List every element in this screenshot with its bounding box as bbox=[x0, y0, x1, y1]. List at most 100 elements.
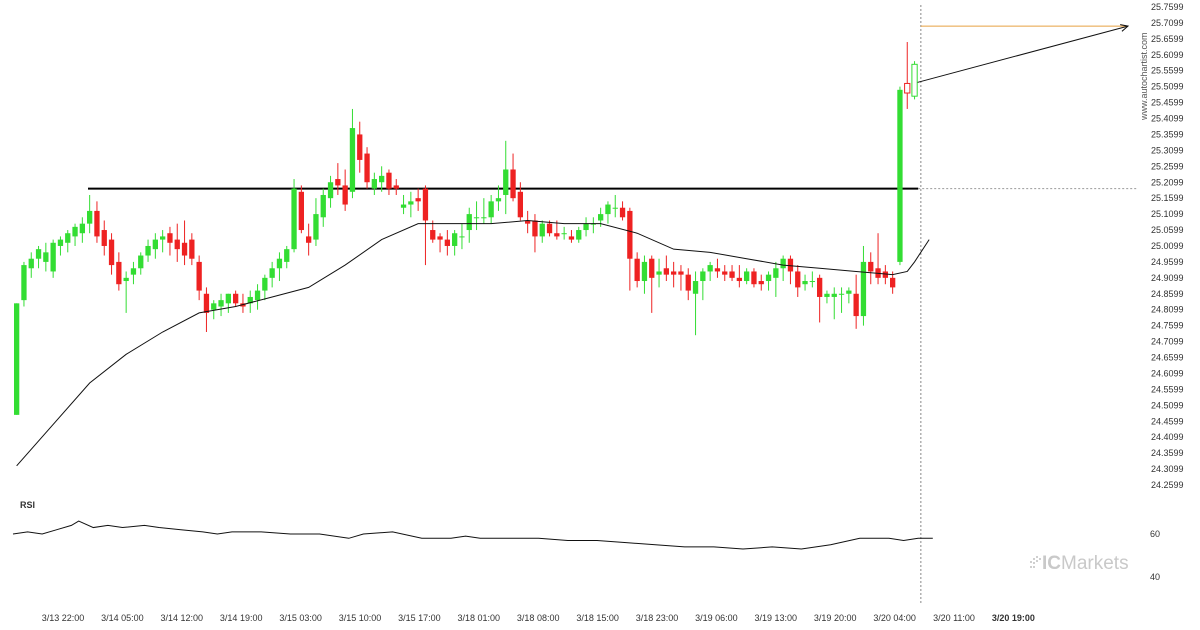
candle-body-down bbox=[386, 172, 392, 189]
price-tick-label: 24.6599 bbox=[1151, 353, 1184, 363]
time-tick-label: 3/14 12:00 bbox=[161, 613, 204, 623]
price-tick-label: 25.3599 bbox=[1151, 129, 1184, 139]
candle-body-up bbox=[700, 271, 706, 282]
candle-body-down bbox=[233, 293, 239, 304]
candle-body-down bbox=[868, 261, 874, 272]
candle-body-up bbox=[605, 204, 611, 215]
candle-body-up bbox=[35, 249, 42, 259]
candle-body-up bbox=[897, 89, 903, 262]
candle-body-down bbox=[546, 223, 553, 234]
candle-body-up bbox=[320, 194, 326, 218]
candle-body-up bbox=[379, 175, 385, 183]
candle-body-down bbox=[532, 220, 538, 237]
candle-body-up bbox=[539, 223, 545, 237]
candle-body-up bbox=[838, 293, 845, 295]
candle-body-down bbox=[415, 198, 421, 202]
candle-body-up bbox=[291, 188, 297, 250]
candle-body-up bbox=[488, 201, 494, 218]
time-tick-label: 3/20 11:00 bbox=[933, 613, 975, 623]
brand-name: ICMarkets bbox=[1042, 553, 1129, 574]
time-tick-label: 3/20 19:00 bbox=[992, 613, 1035, 623]
moving-average-series bbox=[16, 219, 930, 467]
candle-body-up bbox=[284, 249, 290, 262]
candle-body-up bbox=[561, 233, 567, 235]
candle-body-down bbox=[393, 185, 399, 189]
candle-body-down bbox=[203, 293, 210, 313]
price-tick-label: 25.5599 bbox=[1151, 66, 1184, 76]
candle-body-up bbox=[707, 265, 713, 272]
time-tick-label: 3/19 20:00 bbox=[814, 613, 857, 623]
candle-body-down bbox=[116, 261, 122, 285]
candle-body-down bbox=[364, 153, 370, 183]
price-tick-label: 25.5099 bbox=[1151, 82, 1184, 92]
brand-dots-icon bbox=[1030, 556, 1041, 568]
candle-body-up bbox=[576, 230, 582, 240]
rsi-tick-40: 40 bbox=[1150, 572, 1160, 582]
candle-body-down bbox=[627, 210, 633, 259]
candle-body-down bbox=[101, 230, 107, 246]
price-tick-label: 24.8099 bbox=[1151, 305, 1184, 315]
candle-body-up bbox=[145, 245, 151, 256]
time-tick-label: 3/18 08:00 bbox=[517, 613, 560, 623]
time-tick-label: 3/14 05:00 bbox=[101, 613, 144, 623]
price-tick-label: 24.6099 bbox=[1151, 368, 1184, 378]
price-tick-label: 25.6099 bbox=[1151, 50, 1184, 60]
candle-body-up bbox=[802, 281, 808, 285]
candle-body-down bbox=[167, 233, 173, 243]
candle-body-up bbox=[744, 271, 750, 282]
axes: 25.7599 25.7099 25.6599 25.6099 25.5599 25.50… bbox=[42, 2, 1184, 623]
candle-body-up bbox=[780, 258, 786, 269]
candle-body-up bbox=[225, 293, 231, 304]
candle-body-down bbox=[634, 258, 640, 282]
price-tick-label: 25.1599 bbox=[1151, 193, 1184, 203]
candle-body-up bbox=[692, 281, 699, 294]
price-tick-label: 24.3099 bbox=[1151, 464, 1184, 474]
candle-body-up bbox=[130, 268, 137, 275]
candle-body-down bbox=[430, 230, 436, 240]
rsi-line bbox=[12, 520, 933, 550]
time-tick-label: 3/19 06:00 bbox=[695, 613, 738, 623]
time-tick-label: 3/19 13:00 bbox=[755, 613, 798, 623]
rsi-tick-60: 60 bbox=[1150, 529, 1160, 539]
candle-body-up bbox=[79, 223, 85, 234]
candle-body-up bbox=[218, 300, 224, 307]
candle-body-down bbox=[357, 134, 363, 160]
candle-body-up bbox=[160, 236, 166, 240]
candle-body-up bbox=[641, 261, 648, 282]
candle-body-down bbox=[853, 293, 859, 317]
candle-body-down bbox=[108, 239, 115, 266]
candle-body-up bbox=[846, 290, 852, 294]
candle-body-up bbox=[466, 214, 472, 231]
candle-body-down bbox=[649, 258, 655, 278]
candle-body-up bbox=[313, 214, 319, 240]
candle-body-up bbox=[656, 271, 662, 275]
candle-body-up bbox=[65, 233, 71, 243]
watermark-text: www.autochartist.com bbox=[1139, 32, 1149, 121]
candle-body-up bbox=[773, 268, 779, 278]
price-tick-label: 24.4099 bbox=[1151, 432, 1184, 442]
candle-body-up bbox=[809, 281, 815, 283]
candle-body-down bbox=[335, 179, 341, 186]
candle-body-down bbox=[751, 271, 757, 285]
candle-body-up bbox=[254, 290, 261, 301]
price-tick-label: 24.9599 bbox=[1151, 257, 1184, 267]
candle-body-up bbox=[473, 217, 480, 219]
candle-body-up bbox=[459, 236, 465, 238]
candle-body-down bbox=[306, 236, 312, 243]
candle-body-up bbox=[831, 293, 837, 297]
candle-body-up bbox=[452, 233, 458, 246]
candle-body-down bbox=[437, 236, 443, 240]
candle-body-down bbox=[758, 281, 764, 285]
time-tick-label: 3/15 03:00 bbox=[279, 613, 322, 623]
price-tick-label: 25.0099 bbox=[1151, 241, 1184, 251]
candle-body-up bbox=[152, 239, 158, 250]
candle-body-up bbox=[911, 63, 918, 97]
candle-body-up bbox=[262, 277, 268, 291]
candle-body-down bbox=[890, 277, 896, 288]
candle-body-up bbox=[211, 303, 217, 310]
candle-body-down bbox=[554, 233, 560, 237]
price-tick-label: 25.6599 bbox=[1151, 34, 1184, 44]
candle-body-down bbox=[94, 210, 100, 237]
price-tick-label: 25.1099 bbox=[1151, 209, 1184, 219]
